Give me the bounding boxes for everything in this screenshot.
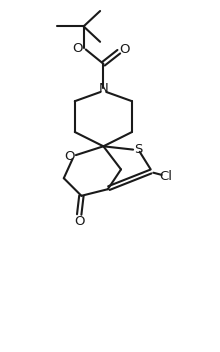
Text: O: O [64,150,75,163]
Text: S: S [134,143,143,156]
Text: O: O [74,215,84,228]
Text: N: N [99,82,108,94]
Text: O: O [119,43,130,56]
Text: O: O [72,42,82,55]
Text: Cl: Cl [160,170,173,182]
